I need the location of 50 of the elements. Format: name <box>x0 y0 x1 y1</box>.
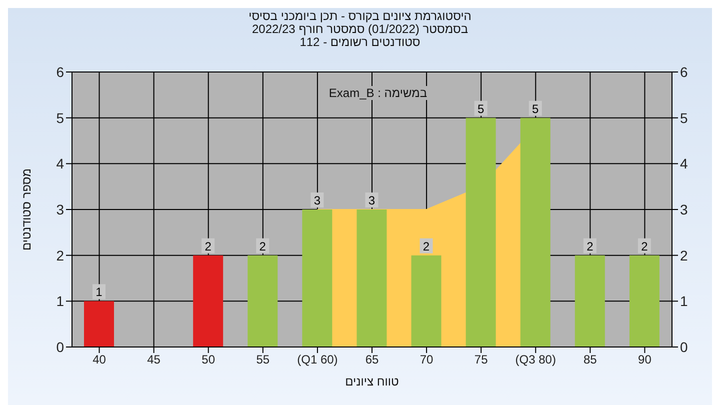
y2-tick-label: 5 <box>680 110 688 126</box>
y2-tick-label: 0 <box>680 338 688 355</box>
y2-tick-label: 4 <box>680 156 688 172</box>
bar <box>193 255 224 347</box>
x-tick-label: (Q3 80) <box>515 352 556 367</box>
data-label: 5 <box>477 102 484 116</box>
bar <box>248 255 278 347</box>
bar <box>411 255 442 347</box>
y2-tick-label: 3 <box>680 201 688 218</box>
data-label: 3 <box>368 194 376 208</box>
data-label: 2 <box>422 239 430 254</box>
x-tick-label: (Q1 60) <box>297 352 338 367</box>
x-tick-label: 90 <box>638 352 652 367</box>
x-tick-label: 75 <box>474 352 488 367</box>
bar <box>356 210 387 347</box>
y-tick-label: 0 <box>56 338 64 355</box>
y-tick-label: 3 <box>56 201 64 218</box>
y2-tick-label: 6 <box>680 64 688 80</box>
x-tick-label: 70 <box>420 352 434 367</box>
y-tick-label: 1 <box>56 293 64 310</box>
bar <box>302 210 332 347</box>
x-tick-label: 65 <box>365 352 379 367</box>
bar <box>574 255 605 347</box>
data-label: 2 <box>641 239 648 254</box>
y-tick-label: 4 <box>56 156 64 172</box>
y-tick-label: 2 <box>56 247 64 264</box>
data-label: 2 <box>204 239 212 254</box>
x-tick-label: 85 <box>584 352 598 367</box>
x-tick-label: 40 <box>92 352 106 367</box>
bar <box>629 255 660 347</box>
annotation: במשימה : Exam_B <box>326 86 430 100</box>
y-tick-label: 6 <box>56 64 64 80</box>
x-axis-title: טווח ציונים <box>345 374 400 389</box>
y-tick-label: 5 <box>56 110 64 126</box>
data-label: 3 <box>314 194 321 208</box>
y2-tick-label: 2 <box>680 247 688 264</box>
x-tick-label: 55 <box>256 352 270 367</box>
y-axis-title: מספר סטודנטים <box>19 168 34 251</box>
data-label: 2 <box>259 239 266 254</box>
data-label: 1 <box>96 285 103 300</box>
chart-subtitle: בסמסטר (01/2022) סמסטר חורף 2022/23 סטודנטים רשומים - 112 <box>250 22 470 49</box>
bar <box>84 301 114 347</box>
x-tick-label: 45 <box>147 352 161 367</box>
x-tick-label: 50 <box>202 352 216 367</box>
chart-title: היסטוגרמת ציונים בקורס - תכן ביומכני בסיסי <box>248 9 472 23</box>
data-label: 5 <box>532 102 540 116</box>
data-label: 2 <box>586 239 594 254</box>
bar <box>520 118 550 347</box>
y2-tick-label: 1 <box>680 293 688 310</box>
bar <box>466 118 496 347</box>
